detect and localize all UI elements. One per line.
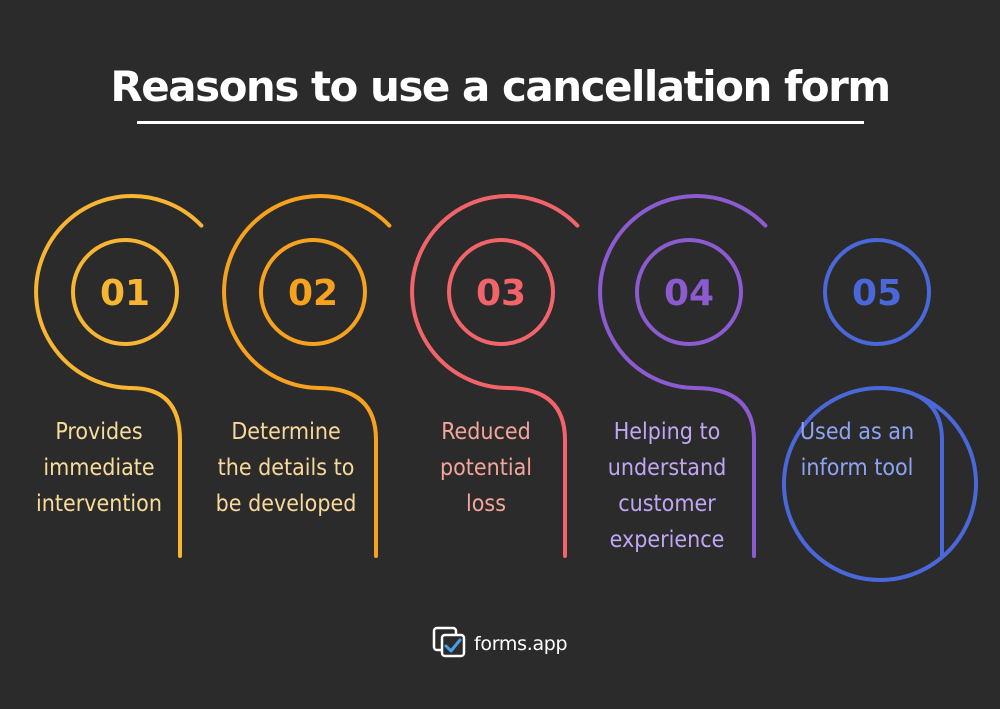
step-03-line-3: loss <box>466 491 506 517</box>
step-04-inner-ring <box>635 238 743 346</box>
step-03-description: Reduced potential loss <box>391 414 581 522</box>
step-05-inner-ring <box>823 238 931 346</box>
step-04: 04 <box>598 194 768 558</box>
forms-app-logo-icon <box>432 626 466 662</box>
step-02-number: 02 <box>288 273 338 314</box>
step-05: 05 <box>782 238 978 582</box>
step-04-line-3: customer <box>618 491 716 517</box>
title-underline <box>137 121 864 124</box>
step-01-line-3: intervention <box>36 491 162 517</box>
step-04-line-1: Helping to <box>613 419 721 445</box>
infographic-title: Reasons to use a cancellation form <box>110 62 891 111</box>
step-03-number: 03 <box>476 273 526 314</box>
step-02-line-1: Determine <box>231 419 341 445</box>
step-04-number: 04 <box>664 273 714 314</box>
step-04-description: Helping to understand customer experienc… <box>572 414 762 558</box>
step-05-line-1: Used as an <box>799 419 915 445</box>
step-01-description: Provides immediate intervention <box>4 414 194 522</box>
step-04-line-4: experience <box>609 527 725 553</box>
step-05-number: 05 <box>852 273 902 314</box>
step-01-line-1: Provides <box>55 419 143 445</box>
step-01: 01 <box>34 194 204 558</box>
brand-name: forms.app <box>474 633 568 655</box>
step-01-line-2: immediate <box>43 455 155 481</box>
step-03: 03 <box>410 194 580 558</box>
step-05-outer-arc <box>782 385 978 582</box>
brand-logo: forms.app <box>432 626 568 662</box>
step-05-line-2: inform tool <box>800 455 914 481</box>
step-02-line-3: be developed <box>215 491 357 517</box>
step-03-inner-ring <box>447 238 555 346</box>
step-04-outer-arc <box>598 194 768 558</box>
step-02-outer-arc <box>222 194 392 558</box>
step-02-inner-ring <box>259 238 367 346</box>
step-05-description: Used as an inform tool <box>762 414 952 486</box>
step-02-line-2: the details to <box>217 455 355 481</box>
step-01-outer-arc <box>34 194 204 558</box>
step-03-line-1: Reduced <box>441 419 531 445</box>
step-03-outer-arc <box>410 194 580 558</box>
step-04-line-2: understand <box>607 455 727 481</box>
step-02: 02 <box>222 194 392 558</box>
step-01-inner-ring <box>71 238 179 346</box>
step-02-description: Determine the details to be developed <box>191 414 381 522</box>
step-03-line-2: potential <box>439 455 533 481</box>
step-01-number: 01 <box>100 273 150 314</box>
